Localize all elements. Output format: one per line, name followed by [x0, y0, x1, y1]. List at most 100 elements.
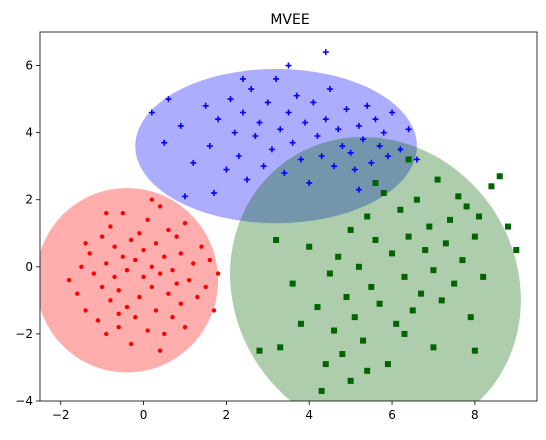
axes: −2 0 2 4 6 8 −4 −2 0 2 4 6	[15, 31, 538, 422]
data-point	[170, 314, 175, 320]
data-point	[297, 156, 304, 163]
data-point	[476, 213, 483, 220]
data-point	[372, 116, 379, 123]
data-point	[455, 193, 462, 200]
data-point	[376, 143, 383, 150]
data-point	[335, 253, 342, 260]
data-point	[174, 234, 179, 239]
data-point	[157, 271, 163, 276]
data-point	[108, 298, 113, 303]
data-point	[116, 311, 121, 316]
data-point	[364, 367, 371, 374]
data-point	[306, 179, 313, 186]
data-point	[434, 176, 441, 183]
data-point	[256, 119, 263, 126]
data-point	[79, 264, 84, 270]
data-point	[244, 176, 251, 183]
data-point	[99, 234, 105, 239]
y-tick-label: −4	[15, 394, 33, 408]
data-point	[426, 223, 433, 230]
data-point	[215, 271, 221, 276]
data-point	[389, 250, 396, 257]
data-point	[376, 300, 383, 307]
data-point	[252, 132, 259, 139]
data-point	[314, 304, 321, 311]
data-point	[397, 146, 404, 153]
data-point	[206, 143, 213, 150]
data-point	[66, 278, 72, 283]
data-point	[186, 278, 192, 283]
data-point	[83, 308, 88, 313]
data-point	[380, 190, 387, 197]
data-point	[116, 288, 121, 293]
data-point	[231, 129, 238, 136]
data-point	[95, 318, 101, 323]
data-point	[289, 139, 296, 146]
data-point	[360, 136, 367, 143]
data-point	[306, 243, 313, 250]
data-point	[318, 387, 325, 394]
data-point	[413, 156, 420, 163]
axes-frame	[39, 31, 538, 402]
data-point	[513, 247, 520, 254]
data-point	[364, 213, 371, 220]
data-point	[496, 173, 503, 180]
data-point	[166, 227, 171, 233]
data-point	[442, 240, 449, 247]
data-point	[389, 109, 396, 116]
data-point	[116, 325, 121, 330]
chart-title: MVEE	[270, 12, 309, 28]
data-point	[277, 344, 284, 351]
data-point	[347, 226, 354, 233]
data-point	[202, 102, 209, 109]
data-point	[177, 122, 184, 129]
data-point	[430, 344, 437, 351]
data-point	[347, 149, 354, 156]
data-point	[227, 96, 234, 103]
y-tick-label: −2	[15, 327, 33, 341]
data-point	[343, 294, 350, 301]
x-tick-label: 0	[140, 408, 148, 422]
data-point	[384, 153, 391, 160]
data-point	[355, 186, 362, 193]
data-point	[277, 126, 284, 133]
data-point	[260, 163, 267, 170]
data-point	[195, 294, 200, 300]
mvee-ellipse	[40, 188, 219, 373]
data-point	[153, 308, 159, 313]
data-point	[162, 254, 167, 259]
data-point	[203, 284, 208, 290]
data-point	[413, 196, 420, 203]
data-point	[256, 347, 263, 354]
data-point	[418, 290, 425, 297]
x-tick-label: 8	[471, 408, 479, 422]
data-point	[505, 223, 512, 230]
data-point	[161, 139, 168, 146]
data-point	[488, 183, 495, 190]
data-point	[248, 86, 255, 93]
data-point	[401, 273, 408, 280]
data-point	[145, 217, 150, 223]
data-point	[174, 281, 179, 286]
data-point	[99, 284, 105, 290]
data-point	[273, 236, 280, 243]
data-point	[166, 291, 171, 296]
mvee-ellipse	[230, 136, 521, 401]
data-point	[447, 216, 454, 223]
data-point	[322, 116, 329, 123]
data-point	[223, 166, 230, 173]
data-point	[124, 304, 130, 310]
data-point	[459, 257, 466, 264]
data-point	[364, 102, 371, 109]
data-point	[471, 233, 478, 240]
data-point	[211, 308, 217, 313]
data-point	[393, 320, 400, 327]
data-point	[380, 129, 387, 136]
y-tick-label: 0	[25, 260, 33, 274]
x-tick-label: 4	[305, 408, 313, 422]
data-point	[191, 261, 196, 266]
data-point	[190, 159, 197, 166]
data-point	[360, 337, 367, 344]
data-point	[75, 291, 80, 296]
data-point	[281, 169, 288, 176]
